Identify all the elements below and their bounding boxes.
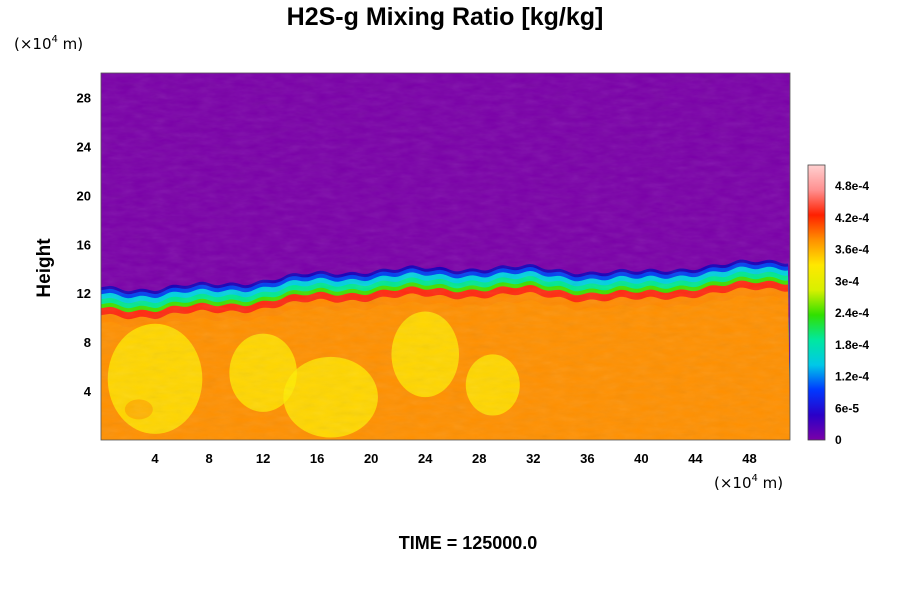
x-tick-label: 40 [634,451,648,466]
x-tick-label: 24 [418,451,433,466]
plot-area [101,73,790,440]
time-label: TIME = 125000.0 [399,533,538,553]
colorbar-tick-label: 3e-4 [835,274,859,288]
x-tick-label: 4 [151,451,159,466]
x-axis-unit: (×104 m) [714,473,783,492]
x-tick-label: 20 [364,451,378,466]
colorbar [807,164,826,441]
colorbar-tick-label: 3.6e-4 [835,243,869,257]
x-tick-label: 16 [310,451,324,466]
colorbar-ticks: 0 6e-5 1.2e-4 1.8e-4 2.4e-4 3e-4 3.6e-4 4.2e-4 4… [835,179,869,447]
colorbar-tick-label: 0 [835,433,842,447]
y-tick-label: 12 [77,286,91,301]
y-tick-label: 24 [77,139,92,154]
y-tick-label: 8 [84,335,91,350]
x-unit-exponent: 4 [752,473,758,484]
x-unit-prefix: (×10 [714,474,752,492]
y-unit-suffix: m) [58,35,83,53]
colorbar-tick-label: 6e-5 [835,401,859,415]
x-tick-label: 32 [526,451,540,466]
y-tick-label: 28 [77,90,91,105]
colorbar-tick-label: 2.4e-4 [835,306,869,320]
y-tick-label: 20 [77,188,91,203]
x-tick-label: 8 [205,451,212,466]
y-unit-exponent: 4 [52,34,58,45]
x-unit-suffix: m) [758,474,783,492]
y-tick-labels: 4 8 12 16 20 24 28 [77,90,92,399]
chart-title: H2S-g Mixing Ratio [kg/kg] [287,3,604,31]
colorbar-tick-label: 1.8e-4 [835,338,869,352]
y-axis-unit: (×104 m) [14,34,83,53]
x-tick-label: 36 [580,451,594,466]
plot-frame [100,72,791,441]
colorbar-tick-label: 4.2e-4 [835,211,869,225]
x-tick-label: 48 [742,451,756,466]
x-tick-labels: 4 8 12 16 20 24 28 32 36 40 44 48 [151,451,756,466]
x-tick-label: 28 [472,451,486,466]
x-tick-label: 12 [256,451,270,466]
y-tick-label: 4 [84,384,92,399]
x-tick-label: 44 [688,451,703,466]
colorbar-tick-label: 4.8e-4 [835,179,869,193]
y-axis-label: Height [34,238,55,298]
field-texture [101,73,790,440]
y-unit-prefix: (×10 [14,35,52,53]
colorbar-tick-label: 1.2e-4 [835,370,869,384]
y-tick-label: 16 [77,237,91,252]
